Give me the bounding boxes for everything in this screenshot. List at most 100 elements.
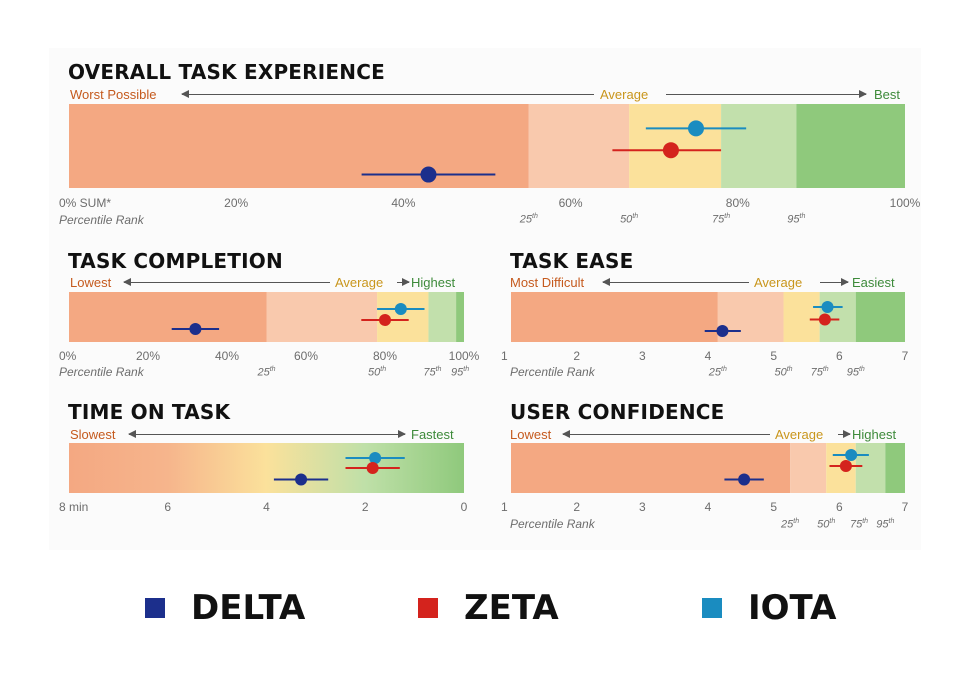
point-completion-delta [189, 323, 202, 335]
percentile-overall-95: 95th [787, 213, 806, 226]
scale-arrow-right-ease [820, 278, 849, 286]
point-time-delta [295, 473, 308, 486]
chart-title-confidence: USER CONFIDENCE [510, 400, 725, 424]
scale-mid-completion: Average [335, 275, 384, 290]
scale-arrow-left-overall [181, 90, 594, 98]
percentile-completion-95: 95th [451, 366, 470, 379]
tick-label-completion-5: 100% [448, 349, 480, 363]
scale-arrow-right-completion [397, 278, 410, 286]
tick-label-time-4: 0 [460, 500, 468, 514]
band-ease-4 [855, 292, 905, 342]
scale-right-completion: Highest [411, 275, 456, 290]
scale-left-completion: Lowest [70, 275, 112, 290]
point-overall-iota [688, 120, 704, 137]
tick-label-confidence-4: 5 [770, 500, 777, 514]
bar-time [69, 443, 464, 493]
scale-right-confidence: Highest [852, 427, 897, 442]
scale-arrow-left-ease [602, 278, 749, 286]
tick-label-confidence-2: 3 [638, 500, 646, 514]
tick-label-ease-3: 4 [704, 349, 712, 363]
bar-ease [511, 292, 905, 342]
band-confidence-3 [855, 443, 886, 493]
band-overall-1 [528, 104, 630, 188]
scale-mid-overall: Average [600, 87, 649, 102]
percentile-completion-50: 50th [368, 366, 387, 379]
point-overall-zeta [662, 142, 679, 159]
band-completion-4 [456, 292, 464, 342]
percentile-ease-75: 75th [810, 366, 829, 379]
percentile-ease-25: 25th [708, 366, 727, 379]
scale-left-time: Slowest [70, 427, 116, 442]
tick-label-ease-5: 6 [835, 349, 843, 363]
tick-label-time-3: 2 [361, 500, 369, 514]
percentile-ease-50: 50th [774, 366, 793, 379]
legend-item-iota: IOTA [702, 590, 836, 626]
band-confidence-1 [790, 443, 827, 493]
point-time-iota [369, 452, 382, 464]
band-confidence-0 [511, 443, 791, 493]
percentile-completion-25: 25th [257, 366, 276, 379]
scale-mid-ease: Average [754, 275, 803, 290]
band-ease-2 [783, 292, 820, 342]
scale-arrow-left-completion [123, 278, 330, 286]
legend-item-delta: DELTA [145, 590, 305, 626]
scale-arrow-time [128, 430, 406, 438]
chart-title-completion: TASK COMPLETION [68, 249, 283, 273]
point-confidence-iota [845, 449, 858, 461]
scale-arrow-right-confidence [838, 430, 851, 438]
tick-label-time-2: 4 [263, 500, 270, 514]
point-completion-zeta [379, 314, 391, 326]
percentile-label-overall: Percentile Rank [59, 213, 144, 227]
tick-label-confidence-1: 2 [573, 500, 580, 514]
percentile-completion-75: 75th [423, 366, 442, 379]
point-confidence-zeta [839, 460, 852, 472]
tick-label-confidence-0: 1 [501, 500, 508, 514]
point-completion-iota [394, 303, 407, 315]
scale-mid-confidence: Average [775, 427, 824, 442]
chart-title-ease: TASK EASE [510, 249, 634, 273]
legend-swatch-delta [145, 598, 165, 618]
tick-label-completion-2: 40% [214, 349, 240, 363]
bar-completion [69, 292, 464, 342]
band-overall-3 [721, 104, 797, 188]
percentile-overall-50: 50th [620, 213, 639, 226]
legend-swatch-zeta [418, 598, 438, 618]
tick-label-ease-6: 7 [901, 349, 909, 363]
point-ease-iota [821, 301, 834, 313]
tick-label-overall-3: 60% [558, 196, 583, 210]
tick-label-ease-2: 3 [638, 349, 646, 363]
tick-label-confidence-5: 6 [835, 500, 843, 514]
band-ease-1 [717, 292, 784, 342]
scale-arrow-right-overall [666, 90, 867, 98]
percentile-ease-95: 95th [846, 366, 865, 379]
scale-arrow-left-confidence [562, 430, 770, 438]
tick-label-overall-1: 20% [224, 196, 249, 210]
percentile-confidence-25: 25th [781, 518, 800, 531]
tick-label-ease-4: 5 [770, 349, 777, 363]
bar-gradient-time [69, 443, 464, 493]
scale-left-confidence: Lowest [510, 427, 552, 442]
tick-label-completion-3: 60% [293, 349, 319, 363]
scale-left-overall: Worst Possible [70, 87, 157, 102]
point-overall-delta [420, 166, 437, 183]
scale-right-time: Fastest [411, 427, 454, 442]
legend-label-zeta: ZETA [464, 588, 559, 628]
tick-label-overall-0: 0% SUM* [59, 196, 112, 210]
percentile-confidence-75: 75th [849, 518, 869, 531]
tick-label-completion-0: 0% [59, 349, 77, 363]
tick-label-completion-1: 20% [135, 349, 161, 363]
tick-label-ease-1: 2 [573, 349, 580, 363]
percentile-label-completion: Percentile Rank [59, 365, 144, 379]
tick-label-completion-4: 80% [372, 349, 398, 363]
band-completion-3 [428, 292, 457, 342]
point-confidence-delta [738, 473, 751, 486]
band-ease-0 [511, 292, 718, 342]
tick-label-confidence-6: 7 [901, 500, 909, 514]
percentile-overall-75: 75th [712, 213, 731, 226]
percentile-confidence-50: 50th [817, 518, 836, 531]
tick-label-ease-0: 1 [501, 349, 508, 363]
chart-title-overall: OVERALL TASK EXPERIENCE [68, 60, 385, 84]
bar-overall [69, 104, 905, 188]
legend-label-iota: IOTA [748, 588, 837, 628]
tick-label-overall-4: 80% [725, 196, 750, 210]
